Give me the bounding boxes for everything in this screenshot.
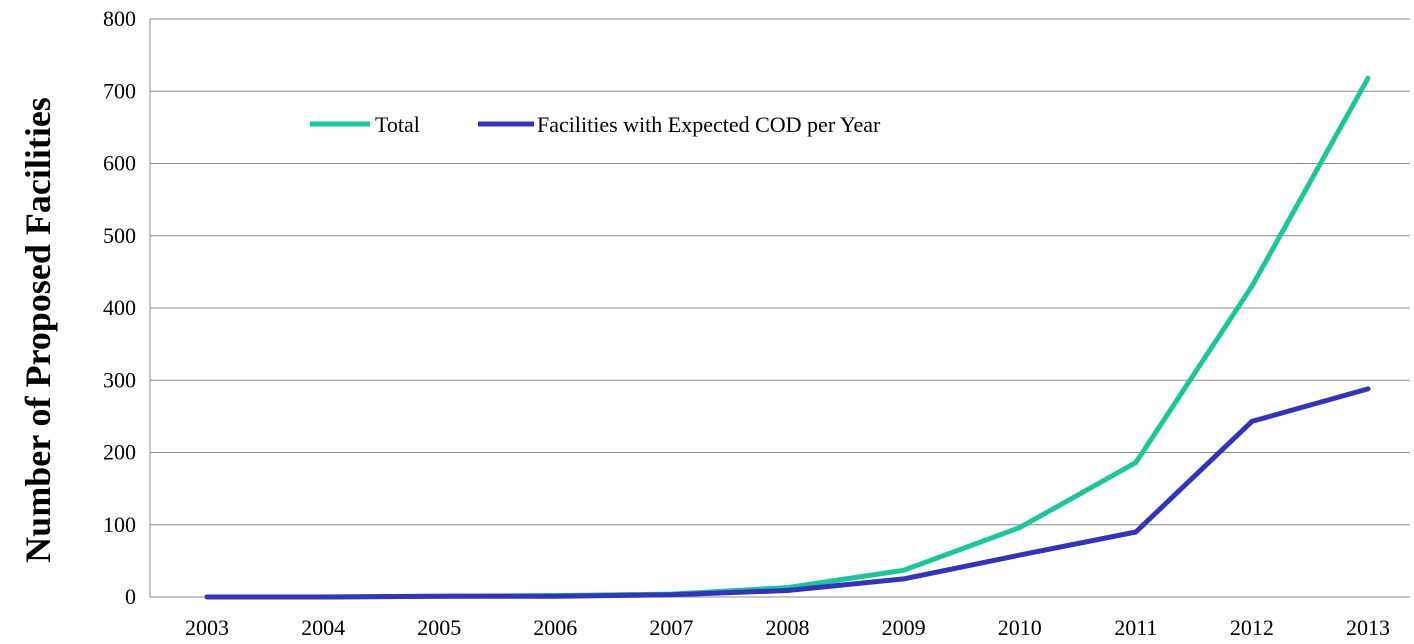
legend-label: Facilities with Expected COD per Year	[537, 112, 881, 137]
x-tick-label: 2007	[649, 615, 693, 640]
y-tick-label: 0	[125, 584, 136, 609]
x-tick-label: 2003	[185, 615, 229, 640]
series-line	[204, 75, 1371, 600]
x-tick-label: 2008	[766, 615, 810, 640]
legend-label: Total	[375, 112, 420, 137]
y-tick-label: 400	[103, 295, 136, 320]
y-tick-label: 100	[103, 512, 136, 537]
y-tick-label: 500	[103, 223, 136, 248]
y-tick-label: 600	[103, 151, 136, 176]
x-tick-label: 2012	[1230, 615, 1274, 640]
y-tick-label: 300	[103, 367, 136, 392]
x-tick-label: 2009	[882, 615, 926, 640]
legend: Total Facilities with Expected COD per Ye…	[310, 112, 881, 137]
x-tick-labels: 2003 2004 2005 2006 2007 2008 2009 2010 2011 2012…	[185, 615, 1390, 640]
x-tick-label: 2004	[301, 615, 345, 640]
x-tick-label: 2011	[1114, 615, 1157, 640]
y-axis-label: Number of Proposed Facilities	[18, 97, 58, 563]
series-lines	[204, 75, 1371, 600]
y-tick-labels: 0 100 200 300 400 500 600 700 800	[103, 6, 136, 609]
x-tick-label: 2010	[998, 615, 1042, 640]
x-tick-label: 2013	[1346, 615, 1390, 640]
y-tick-label: 200	[103, 440, 136, 465]
grid-lines	[150, 18, 1410, 526]
x-tick-label: 2006	[533, 615, 577, 640]
y-tick-label: 800	[103, 6, 136, 31]
x-tick-label: 2005	[417, 615, 461, 640]
y-tick-label: 700	[103, 78, 136, 103]
series-line	[204, 386, 1371, 600]
